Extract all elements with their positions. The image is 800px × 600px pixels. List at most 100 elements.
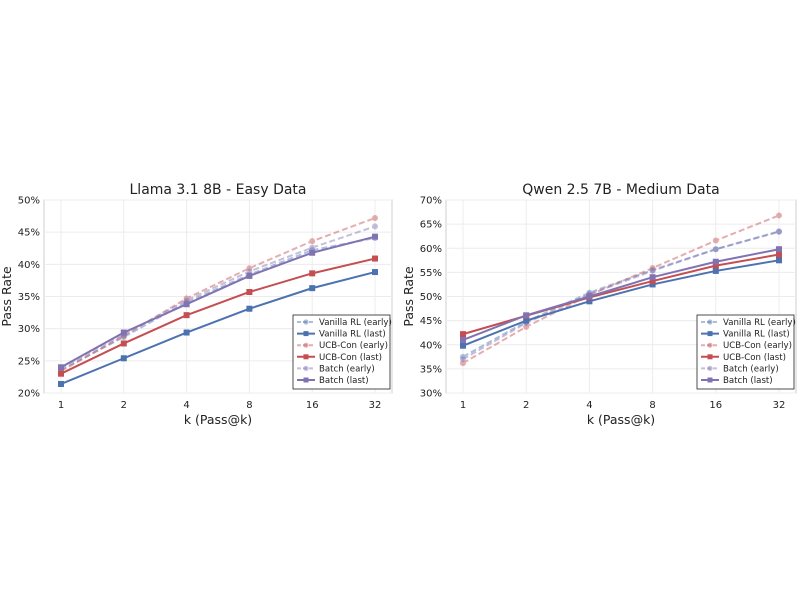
y-tick-label: 50% bbox=[420, 292, 442, 303]
series-line bbox=[462, 248, 780, 341]
legend-label: UCB-Con (early) bbox=[723, 341, 792, 351]
y-tick-label: 40% bbox=[420, 340, 442, 351]
data-point bbox=[58, 370, 64, 377]
y-tick-label: 35% bbox=[420, 364, 442, 375]
data-point bbox=[460, 356, 466, 363]
data-point bbox=[309, 285, 316, 292]
data-point bbox=[523, 317, 530, 324]
data-point bbox=[58, 364, 64, 371]
legend-marker bbox=[707, 377, 713, 383]
data-point bbox=[586, 293, 593, 300]
legend-label: UCB-Con (early) bbox=[319, 341, 388, 351]
chart-qwen-medium: 30% 35% 40% 45% 50% 55% 60% 65% 70% 1 2 4 8 16 32 Qwen … bbox=[401, 182, 797, 427]
x-tick-label: 1 bbox=[58, 400, 64, 411]
data-point bbox=[246, 305, 253, 312]
series-vanilla-rl-last bbox=[58, 269, 378, 387]
data-point bbox=[309, 249, 316, 256]
series-line bbox=[60, 271, 376, 385]
data-point bbox=[776, 257, 782, 264]
data-point bbox=[712, 267, 719, 274]
x-tick-label: 16 bbox=[306, 400, 319, 411]
legend-label: Vanilla RL (last) bbox=[723, 330, 790, 340]
data-point bbox=[776, 212, 782, 219]
legend-label: Batch (early) bbox=[723, 364, 779, 374]
legend-label: UCB-Con (last) bbox=[319, 353, 382, 363]
series-batch-last bbox=[58, 233, 378, 371]
x-tick-label: 4 bbox=[183, 400, 189, 411]
legend-marker bbox=[303, 331, 309, 337]
legend-marker bbox=[303, 342, 309, 348]
legend-marker bbox=[707, 354, 713, 360]
y-tick-label: 70% bbox=[420, 196, 442, 207]
series-line bbox=[60, 257, 376, 375]
data-point bbox=[120, 334, 127, 341]
series-line bbox=[462, 230, 780, 361]
data-point bbox=[523, 323, 530, 330]
data-point bbox=[460, 342, 466, 349]
series-batch-last bbox=[460, 246, 782, 343]
legend-label: Vanilla RL (last) bbox=[319, 330, 386, 340]
data-point bbox=[372, 223, 378, 230]
x-tick-label: 8 bbox=[246, 400, 252, 411]
legend-entry: Batch (last) bbox=[297, 376, 369, 386]
series-line bbox=[60, 225, 376, 369]
x-tick-label: 1 bbox=[460, 400, 466, 411]
data-point bbox=[309, 244, 316, 251]
chart-title: Llama 3.1 8B - Easy Data bbox=[130, 182, 307, 198]
series-line bbox=[60, 236, 376, 371]
legend-entry: UCB-Con (last) bbox=[297, 353, 382, 363]
x-axis-label: k (Pass@k) bbox=[184, 412, 252, 427]
legend-label: Batch (last) bbox=[723, 376, 773, 386]
legend: Vanilla RL (early)Vanilla RL (last)UCB-C… bbox=[292, 314, 392, 390]
data-point bbox=[712, 246, 719, 253]
data-point bbox=[120, 329, 127, 336]
legend-entry: Vanilla RL (early) bbox=[701, 318, 796, 328]
legend-label: Vanilla RL (early) bbox=[723, 318, 796, 328]
data-point bbox=[120, 340, 127, 347]
y-tick-label: 30% bbox=[18, 324, 40, 335]
data-point bbox=[712, 237, 719, 244]
x-axis-label: k (Pass@k) bbox=[587, 412, 655, 427]
data-point bbox=[460, 360, 466, 367]
legend-marker bbox=[303, 365, 309, 371]
x-tick-label: 32 bbox=[369, 400, 382, 411]
legend-marker bbox=[707, 342, 713, 348]
y-tick-label: 60% bbox=[420, 244, 442, 255]
y-tick-label: 20% bbox=[18, 389, 40, 400]
data-point bbox=[372, 269, 378, 276]
data-point bbox=[246, 272, 253, 279]
data-point bbox=[246, 288, 253, 295]
data-point bbox=[712, 246, 719, 253]
data-point bbox=[372, 233, 378, 240]
x-tick-label: 4 bbox=[586, 400, 592, 411]
data-point bbox=[460, 353, 466, 360]
legend-entry: Batch (early) bbox=[701, 364, 779, 374]
legend-frame bbox=[696, 314, 795, 390]
data-point bbox=[183, 329, 190, 336]
data-point bbox=[372, 215, 378, 222]
data-point bbox=[309, 270, 316, 277]
data-point bbox=[649, 265, 656, 272]
data-point bbox=[460, 331, 466, 338]
series-vanilla-rl-last bbox=[460, 257, 782, 349]
data-point bbox=[776, 228, 782, 235]
y-tick-label: 50% bbox=[18, 196, 40, 207]
y-axis-label: Pass Rate bbox=[401, 266, 416, 327]
data-point bbox=[246, 268, 253, 275]
chart-llama-easy: 20% 25% 30% 35% 40% 45% 50% 1 2 4 8 16 32 Llama 3.1 8… bbox=[0, 182, 393, 427]
x-tick-label: 8 bbox=[649, 400, 655, 411]
data-point bbox=[309, 238, 316, 245]
data-point bbox=[776, 251, 782, 258]
y-tick-label: 25% bbox=[18, 356, 40, 367]
data-point bbox=[649, 266, 656, 273]
legend-marker bbox=[303, 319, 309, 325]
y-tick-label: 30% bbox=[420, 389, 442, 400]
legend-entry: UCB-Con (last) bbox=[701, 353, 786, 363]
data-point bbox=[776, 228, 782, 235]
y-tick-label: 35% bbox=[18, 292, 40, 303]
legend-entry: Vanilla RL (last) bbox=[701, 330, 790, 340]
legend: Vanilla RL (early)Vanilla RL (last)UCB-C… bbox=[696, 314, 796, 390]
data-point bbox=[523, 312, 530, 319]
data-point bbox=[649, 267, 656, 274]
